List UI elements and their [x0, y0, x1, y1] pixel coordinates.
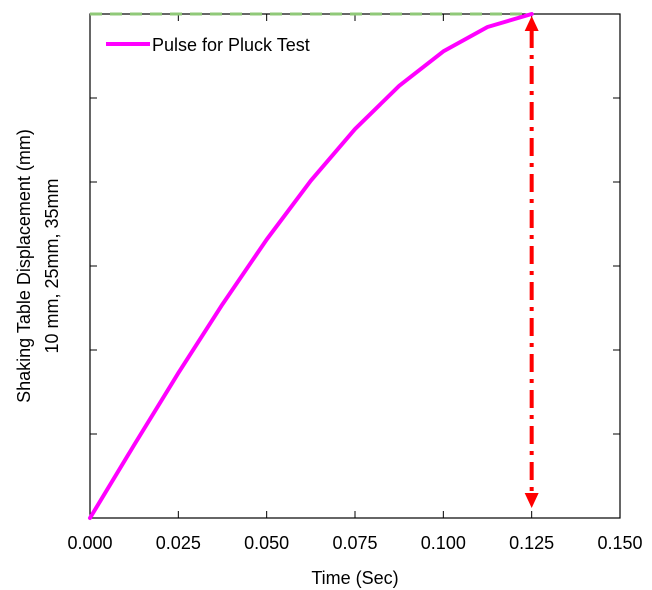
x-tick-label: 0.125	[509, 533, 554, 553]
x-tick-label: 0.050	[244, 533, 289, 553]
y-axis-label: Shaking Table Displacement (mm)	[14, 129, 34, 403]
legend: Pulse for Pluck Test	[106, 35, 310, 55]
x-axis-label: Time (Sec)	[311, 568, 398, 588]
series-group	[88, 12, 534, 520]
plot-area	[89, 13, 621, 519]
x-tick-label: 0.025	[156, 533, 201, 553]
series-line	[88, 12, 534, 520]
x-tick-label: 0.150	[597, 533, 642, 553]
y-axis-sublabel: 10 mm, 25mm, 35mm	[42, 178, 62, 353]
x-tick-label: 0.100	[421, 533, 466, 553]
x-axis-ticks: 0.000 0.025 0.050 0.075 0.100 0.125 0.150	[67, 14, 643, 553]
legend-label: Pulse for Pluck Test	[152, 35, 310, 55]
y-axis-ticks	[90, 97, 620, 435]
arrow-head-down	[524, 493, 539, 508]
annotations	[90, 12, 539, 508]
x-tick-label: 0.000	[67, 533, 112, 553]
arrow-head-up	[524, 16, 539, 31]
x-tick-label: 0.075	[332, 533, 377, 553]
